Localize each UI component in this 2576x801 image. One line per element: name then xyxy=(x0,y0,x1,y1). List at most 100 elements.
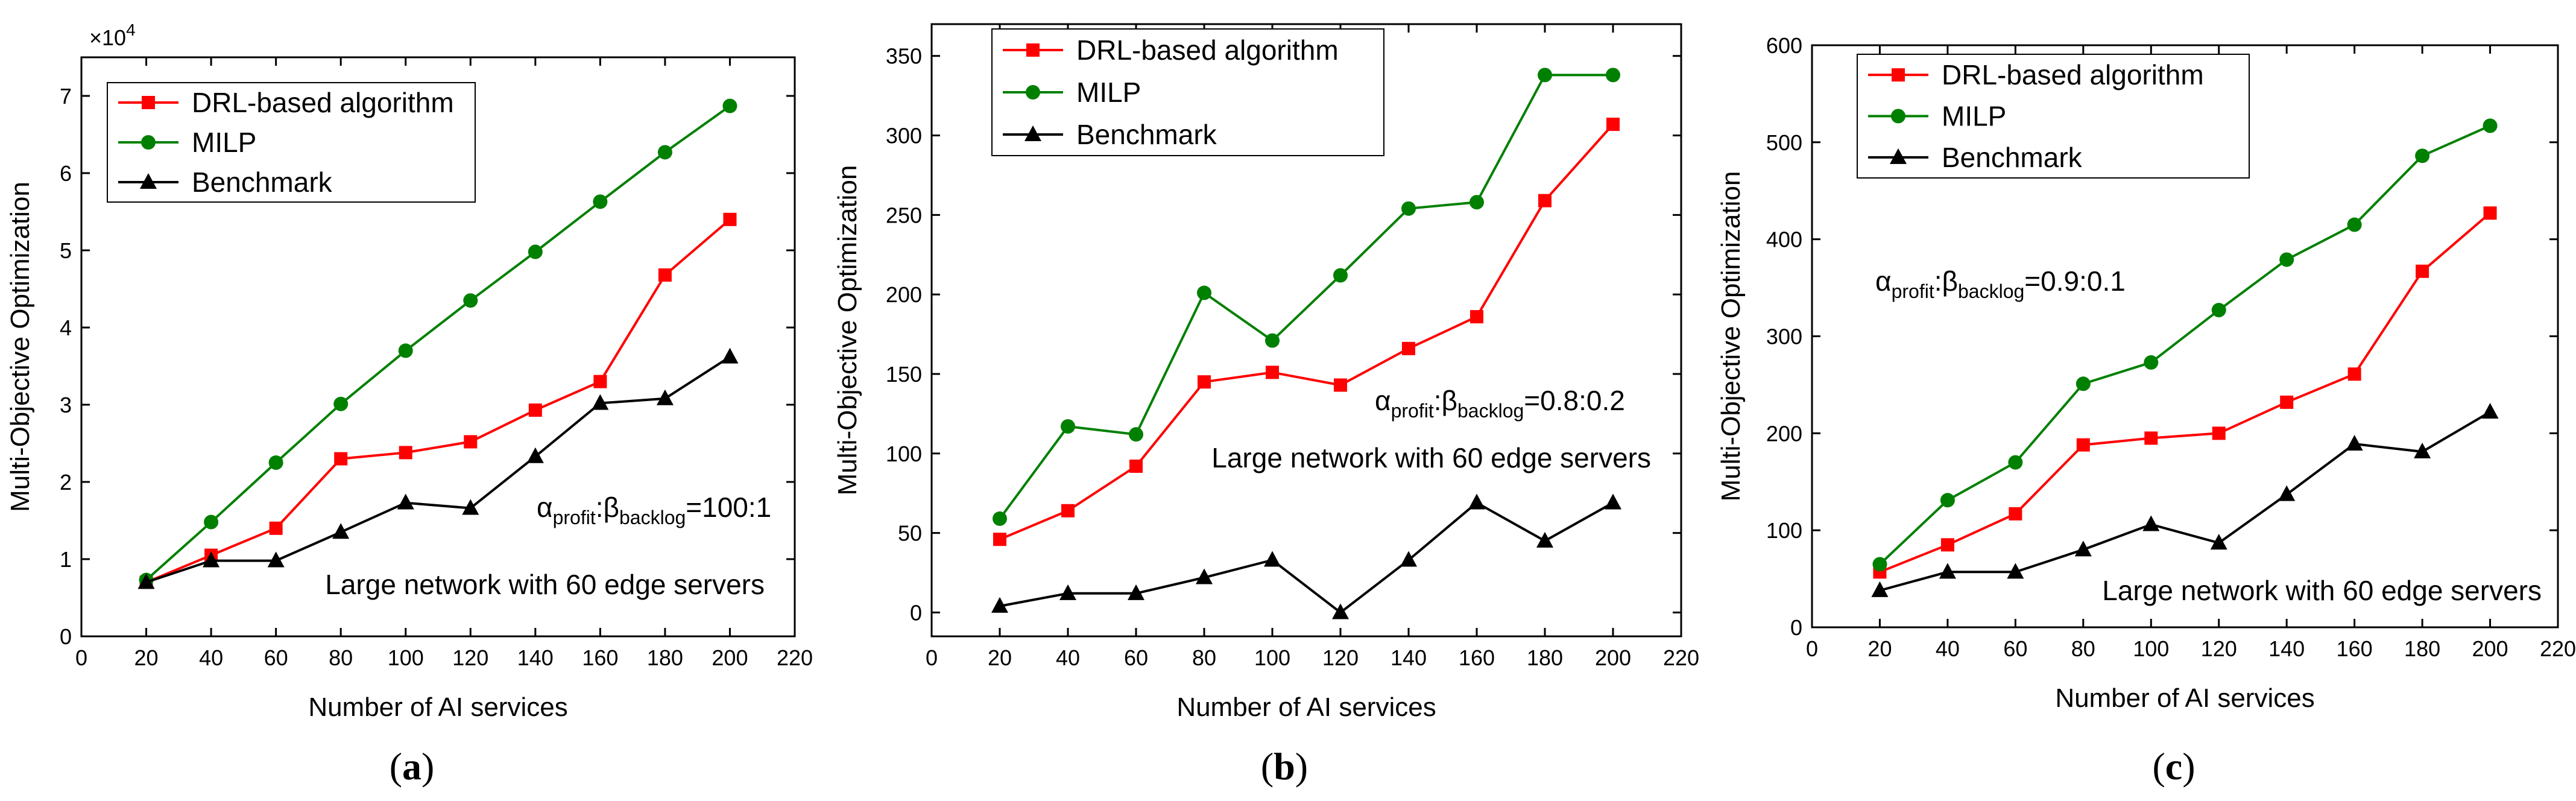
legend-marker-triangle xyxy=(140,173,157,189)
data-point-triangle xyxy=(656,389,674,405)
x-tick-label: 100 xyxy=(1254,645,1290,670)
data-point-triangle xyxy=(2210,534,2227,550)
x-tick-label: 180 xyxy=(1527,645,1563,670)
legend-label: Benchmark xyxy=(1076,119,1217,150)
data-point-triangle xyxy=(1871,581,1889,597)
legend-label: MILP xyxy=(192,127,256,158)
x-tick-label: 220 xyxy=(777,645,813,670)
legend-marker-circle xyxy=(1891,109,1905,124)
caption-close: ) xyxy=(1295,745,1308,788)
y-tick-label: 350 xyxy=(886,44,922,69)
legend-label: MILP xyxy=(1942,101,2006,132)
legend-marker-triangle xyxy=(1890,148,1907,164)
ratio-annotation: αprofit:βbacklog=0.9:0.1 xyxy=(1875,265,2126,302)
data-point-triangle xyxy=(1264,551,1281,567)
data-point-square xyxy=(658,268,672,282)
data-point-triangle xyxy=(1468,493,1485,510)
data-point-circle xyxy=(722,98,737,113)
x-tick-label: 80 xyxy=(1192,645,1216,670)
data-point-square xyxy=(723,212,737,226)
data-point-circle xyxy=(2483,118,2498,133)
data-point-circle xyxy=(1265,333,1280,348)
legend: DRL-based algorithm MILP Benchmark xyxy=(1857,54,2250,179)
x-tick-label: 120 xyxy=(452,645,488,670)
data-point-triangle xyxy=(137,573,155,589)
data-point-circle xyxy=(463,293,478,308)
annotation-colon: : xyxy=(1934,265,1942,297)
x-axis-label: Number of AI services xyxy=(2055,683,2314,713)
series-line-triangle xyxy=(145,355,731,584)
plot-frame xyxy=(930,23,1682,638)
data-point-circle xyxy=(1538,68,1552,83)
data-point-square xyxy=(1334,378,1347,392)
y-tick-label: 2 xyxy=(60,470,72,495)
x-tick-label: 200 xyxy=(1595,645,1631,670)
data-point-circle xyxy=(2076,376,2091,391)
series-line-circle xyxy=(1879,124,2491,565)
data-point-triangle xyxy=(1059,584,1076,600)
y-tick-label: 400 xyxy=(1766,227,1802,252)
data-point-circle xyxy=(1061,419,1075,434)
x-tick-label: 0 xyxy=(926,645,938,670)
data-point-triangle xyxy=(526,447,544,463)
data-point-square xyxy=(1266,366,1279,379)
annotation-beta: β xyxy=(604,492,619,523)
x-tick-label: 160 xyxy=(582,645,618,670)
data-point-triangle xyxy=(991,597,1008,613)
x-tick-label: 100 xyxy=(388,645,424,670)
data-point-triangle xyxy=(332,523,350,539)
y-axis-label: Multi-Objective Optimization xyxy=(833,165,862,496)
data-point-triangle xyxy=(2414,442,2431,458)
data-point-circle xyxy=(2279,252,2294,267)
legend-marker-triangle xyxy=(1024,125,1041,141)
data-point-square xyxy=(1061,504,1075,518)
data-point-circle xyxy=(528,244,543,259)
x-tick-label: 100 xyxy=(2133,636,2169,661)
x-tick-label: 180 xyxy=(647,645,683,670)
annotation-alpha: α xyxy=(1875,265,1892,297)
chart-panel-b: 0 20 40 60 80 100 120 140 160 180 200 220 0 50 100 150 2… xyxy=(833,23,1699,788)
data-point-circle xyxy=(1470,195,1484,210)
data-point-triangle xyxy=(462,499,479,515)
series-line-circle xyxy=(145,104,731,581)
legend-marker-circle xyxy=(141,135,156,150)
caption-letter: b xyxy=(1274,745,1295,788)
x-tick-label: 220 xyxy=(2540,636,2576,661)
series-line-square xyxy=(1879,212,2491,574)
y-tick-label: 0 xyxy=(60,624,72,649)
data-point-square xyxy=(334,452,348,466)
data-point-square xyxy=(1402,341,1415,355)
data-point-triangle xyxy=(2278,485,2296,501)
annotation-alpha-sub: profit xyxy=(1391,400,1434,422)
y-axis-label: Multi-Objective Optimization xyxy=(5,182,35,512)
ratio-annotation: αprofit:βbacklog=100:1 xyxy=(537,492,771,528)
data-point-circle xyxy=(993,511,1007,526)
data-point-triangle xyxy=(1400,551,1417,567)
y-tick-label: 50 xyxy=(898,521,922,546)
y-tick-label: 600 xyxy=(1766,33,1802,58)
chart-panel-c: 0 20 40 60 80 100 120 140 160 180 200 220 0 100 200 300… xyxy=(1716,33,2576,788)
x-tick-label: 140 xyxy=(2268,636,2305,661)
y-tick-label: 250 xyxy=(886,203,922,227)
annotation-beta-sub: backlog xyxy=(1958,280,2024,302)
data-point-triangle xyxy=(592,394,609,410)
annotation-alpha-sub: profit xyxy=(553,507,596,528)
x-tick-label: 120 xyxy=(2201,636,2237,661)
data-point-circle xyxy=(657,145,672,160)
x-tick-label: 20 xyxy=(1867,636,1892,661)
annotation-beta: β xyxy=(1442,385,1457,416)
caption-open: ( xyxy=(1261,745,1274,788)
annotation-beta: β xyxy=(1942,265,1958,297)
legend-label: DRL-based algorithm xyxy=(192,87,454,118)
data-point-square xyxy=(1606,118,1620,131)
plot-frame xyxy=(80,56,796,638)
data-point-triangle xyxy=(2007,563,2024,579)
data-point-square xyxy=(993,533,1006,546)
data-point-circle xyxy=(1333,268,1348,283)
x-tick-label: 60 xyxy=(2003,636,2027,661)
data-point-triangle xyxy=(1939,563,1956,579)
x-tick-label: 160 xyxy=(2337,636,2373,661)
data-point-square xyxy=(1940,538,1954,552)
data-point-circle xyxy=(268,455,283,470)
